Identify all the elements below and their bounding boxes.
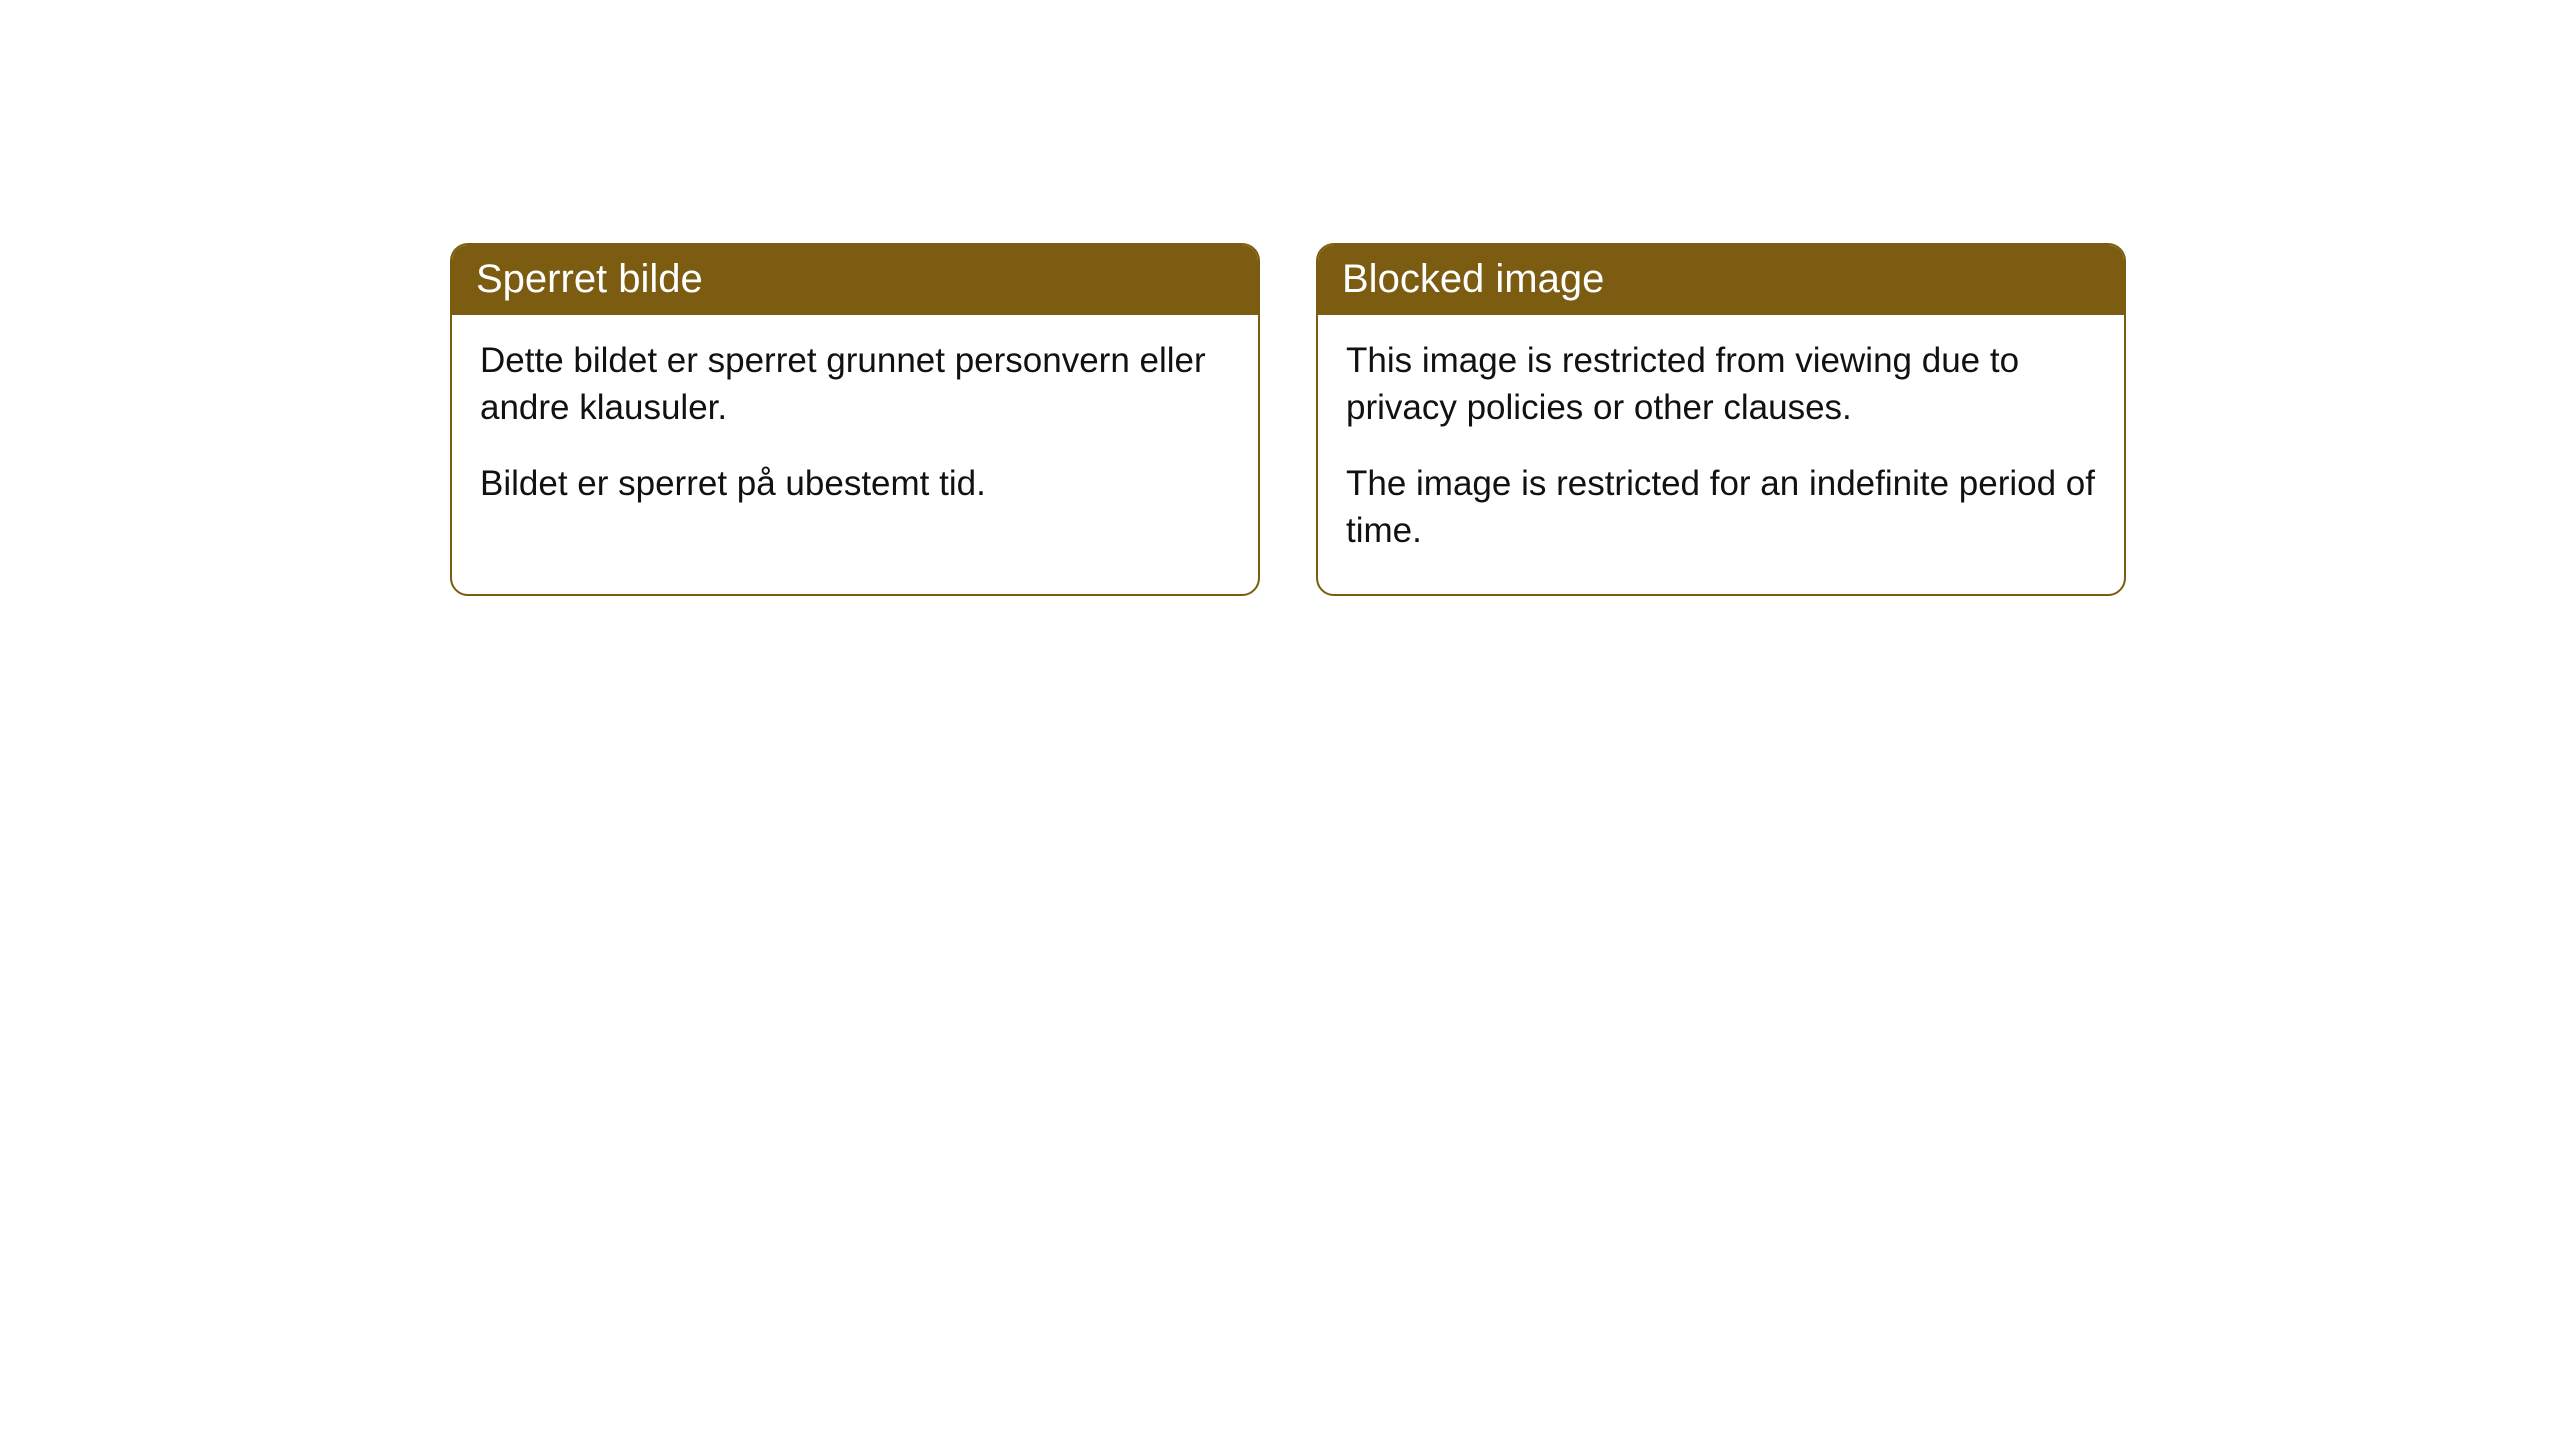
card-body-no: Dette bildet er sperret grunnet personve… [452,315,1258,547]
card-para1-en: This image is restricted from viewing du… [1346,337,2096,432]
card-title-no: Sperret bilde [476,257,703,301]
card-header-en: Blocked image [1318,245,2124,315]
card-para1-no: Dette bildet er sperret grunnet personve… [480,337,1230,432]
card-para2-en: The image is restricted for an indefinit… [1346,460,2096,555]
blocked-image-card-en: Blocked image This image is restricted f… [1316,243,2126,596]
card-header-no: Sperret bilde [452,245,1258,315]
blocked-image-card-no: Sperret bilde Dette bildet er sperret gr… [450,243,1260,596]
notice-cards-container: Sperret bilde Dette bildet er sperret gr… [0,0,2560,596]
card-body-en: This image is restricted from viewing du… [1318,315,2124,594]
card-title-en: Blocked image [1342,257,1604,301]
card-para2-no: Bildet er sperret på ubestemt tid. [480,460,1230,507]
